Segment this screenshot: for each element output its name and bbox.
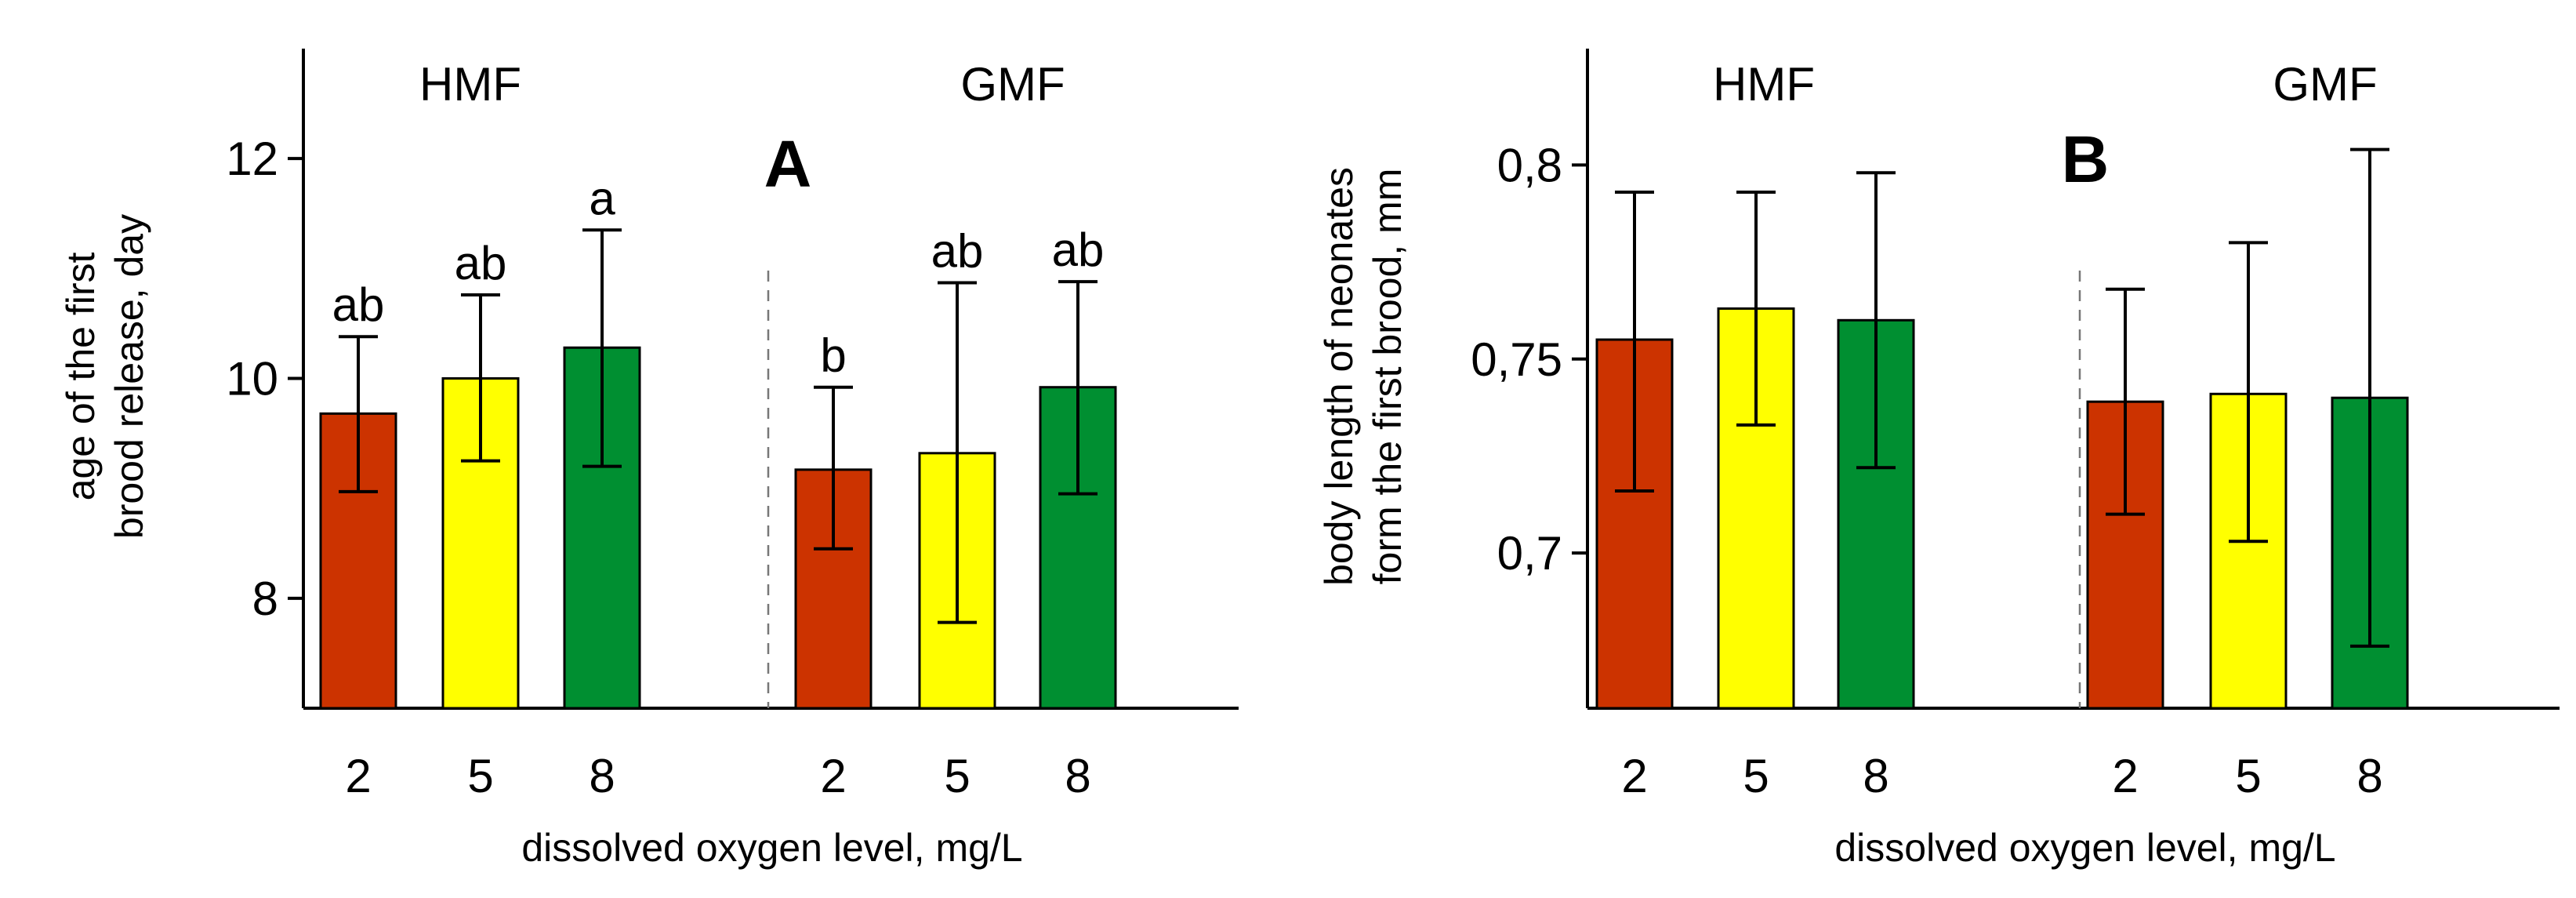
panel-a-error-bar-gmf-8 xyxy=(1058,280,1098,496)
panel-b-x-tick-label-gmf-5: 5 xyxy=(2235,750,2261,802)
panel-a-x-tick-label-hmf-8: 8 xyxy=(589,750,615,802)
panel-b-bars xyxy=(1595,307,2409,710)
panel-b-y-tick-label-1: 0,75 xyxy=(1471,333,1562,386)
panel-b-y-ticks: 0,7 0,75 0,8 xyxy=(1471,139,1587,580)
panel-a-error-bar-gmf-2 xyxy=(814,385,853,551)
panel-a-y-axis-title-line-1: age of the first xyxy=(59,252,103,500)
panel-a-sig-label-hmf-8: a xyxy=(589,172,615,224)
panel-b-y-tick-label-0: 0,7 xyxy=(1497,527,1562,580)
panel-a-x-tick-label-hmf-5: 5 xyxy=(467,750,493,802)
panel-a-bars xyxy=(319,346,1117,710)
panel-b-group-label-hmf: HMF xyxy=(1713,58,1815,111)
panel-b-chart: 0,7 0,75 0,8 2 5 8 2 5 8 HMF GMF B dissolved ox… xyxy=(1317,49,2560,870)
panel-a-x-tick-label-gmf-2: 2 xyxy=(820,750,846,802)
panel-b-y-axis-title: body length of neonates form the first b… xyxy=(1317,167,1410,586)
panel-a-error-bar-hmf-2 xyxy=(339,335,378,493)
panel-a-y-axis-title-line-2: brood release, day xyxy=(107,214,151,539)
panel-b-x-tick-labels: 2 5 8 2 5 8 xyxy=(1621,750,2382,802)
panel-b-x-tick-label-hmf-2: 2 xyxy=(1621,750,1647,802)
panel-a-x-tick-label-hmf-2: 2 xyxy=(345,750,371,802)
panel-a-x-axis-title: dissolved oxygen level, mg/L xyxy=(521,826,1022,870)
panel-a-error-bar-hmf-5 xyxy=(461,293,500,463)
panel-a-x-tick-label-gmf-8: 8 xyxy=(1065,750,1090,802)
panel-a-bar-hmf-5 xyxy=(441,377,520,710)
panel-a-error-bars xyxy=(339,228,1098,624)
panel-b-x-tick-label-gmf-2: 2 xyxy=(2112,750,2138,802)
panel-b-error-bar-hmf-8 xyxy=(1856,171,1896,470)
panel-a-sig-label-hmf-5: ab xyxy=(455,237,507,289)
panel-b-y-tick-label-2: 0,8 xyxy=(1497,139,1562,191)
panel-a-error-bar-hmf-8 xyxy=(582,228,622,468)
panel-a-x-tick-label-gmf-5: 5 xyxy=(944,750,970,802)
panel-b-error-bar-hmf-5 xyxy=(1736,191,1776,427)
panel-a-group-label-hmf: HMF xyxy=(419,58,521,111)
panel-a-group-label-gmf: GMF xyxy=(960,58,1065,111)
panel-a-sig-label-gmf-2: b xyxy=(820,329,846,382)
panel-b-y-axis-title-line-1: body length of neonates xyxy=(1317,167,1361,586)
panel-a-sig-label-gmf-8: ab xyxy=(1052,224,1105,276)
panel-a-sig-label-gmf-5: ab xyxy=(931,225,984,278)
panel-b-x-tick-label-hmf-5: 5 xyxy=(1743,750,1769,802)
panel-b-error-bar-gmf-8 xyxy=(2350,147,2389,648)
panel-b-x-tick-label-hmf-8: 8 xyxy=(1863,750,1888,802)
panel-b-error-bar-hmf-2 xyxy=(1615,191,1654,493)
panel-a-y-tick-label-0: 8 xyxy=(252,573,278,625)
panel-a-y-ticks: 8 10 12 xyxy=(226,133,303,625)
panel-a-y-axis-title: age of the first brood release, day xyxy=(59,214,151,539)
panel-b-error-bar-gmf-5 xyxy=(2229,241,2268,544)
panel-b-letter: B xyxy=(2062,122,2110,196)
panel-a-error-bar-gmf-5 xyxy=(938,281,977,624)
panel-a-y-tick-label-1: 10 xyxy=(226,353,278,405)
panel-b-error-bars xyxy=(1615,147,2389,648)
panel-a-letter: A xyxy=(764,127,812,201)
panel-b-error-bar-gmf-2 xyxy=(2106,287,2145,516)
panel-b-y-axis-title-line-2: form the first brood, mm xyxy=(1366,169,1410,585)
panel-a-x-tick-labels: 2 5 8 2 5 8 xyxy=(345,750,1090,802)
panel-a-y-tick-label-2: 12 xyxy=(226,133,278,185)
panel-b-x-tick-label-gmf-8: 8 xyxy=(2356,750,2382,802)
panel-a-sig-label-hmf-2: ab xyxy=(332,278,385,331)
panel-b-group-label-gmf: GMF xyxy=(2273,58,2377,111)
panel-b-x-axis-title: dissolved oxygen level, mg/L xyxy=(1834,826,2335,870)
